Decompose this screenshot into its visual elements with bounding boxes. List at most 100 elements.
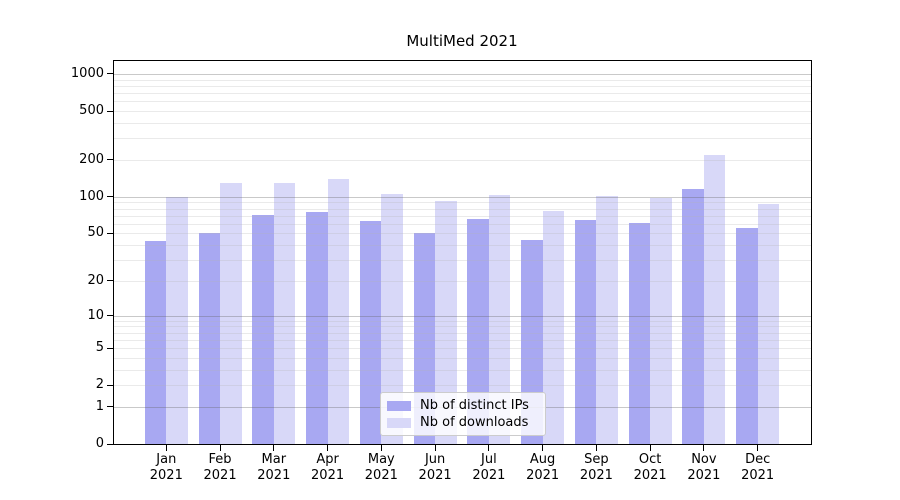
x-tick-year: 2021: [149, 468, 183, 483]
bar-nb-of-downloads-oct-2021: [650, 197, 672, 444]
bar-nb-of-downloads-jul-2021: [488, 195, 511, 444]
x-tick-year: 2021: [203, 468, 237, 483]
x-tick-year: 2021: [687, 468, 721, 483]
gridline-minor-20: [114, 280, 811, 282]
bar-nb-of-downloads-dec-2021: [757, 203, 780, 444]
gridline-minor-80: [114, 208, 811, 210]
x-tick-month: Aug: [529, 452, 556, 467]
gridline-minor-8: [114, 326, 811, 328]
x-tick-label-oct-2021: Oct 2021: [618, 452, 682, 484]
y-tick-2: [107, 384, 113, 386]
bar-nb-of-distinct-ips-jul-2021: [467, 218, 489, 444]
bar-nb-of-distinct-ips-dec-2021: [736, 228, 758, 444]
x-tick-year: 2021: [364, 468, 398, 483]
legend: Nb of distinct IPs Nb of downloads: [380, 392, 546, 436]
gridline-minor-90: [114, 202, 811, 204]
x-tick-mar-2021: [273, 445, 275, 451]
bar-nb-of-distinct-ips-jan-2021: [144, 241, 167, 444]
x-tick-label-feb-2021: Feb 2021: [188, 452, 252, 484]
gridline-minor-900: [114, 79, 811, 81]
bar-nb-of-downloads-jan-2021: [166, 196, 188, 444]
bar-nb-of-downloads-aug-2021: [542, 210, 565, 444]
y-tick-label-200: 200: [79, 151, 104, 167]
gridline-minor-3: [114, 369, 811, 371]
y-tick-label-0: 0: [95, 436, 104, 451]
gridline-minor-400: [114, 122, 811, 124]
bar-nb-of-distinct-ips-nov-2021: [682, 188, 704, 444]
gridline-minor-60: [114, 223, 811, 225]
gridline-minor-600: [114, 101, 811, 103]
bar-nb-of-distinct-ips-may-2021: [359, 221, 382, 444]
x-tick-month: Oct: [638, 452, 662, 467]
y-tick-label-2: 2: [95, 377, 104, 393]
x-tick-year: 2021: [579, 468, 613, 483]
x-tick-jul-2021: [488, 445, 490, 451]
y-tick-label-1: 1: [95, 398, 104, 414]
x-tick-month: Jun: [424, 452, 446, 467]
gridline-minor-50: [114, 233, 811, 235]
x-tick-jan-2021: [165, 445, 167, 451]
legend-entry-distinct-ips: Nb of distinct IPs: [387, 397, 537, 414]
y-tick-label-100: 100: [79, 188, 104, 204]
y-tick-label-50: 50: [87, 225, 104, 241]
y-tick-5: [107, 347, 113, 349]
bar-nb-of-downloads-apr-2021: [327, 178, 350, 444]
gridline-minor-6: [114, 339, 811, 341]
y-tick-label-500: 500: [79, 103, 104, 119]
y-tick-10: [107, 315, 113, 317]
y-tick-50: [107, 232, 113, 234]
x-tick-jun-2021: [434, 445, 436, 451]
x-tick-label-apr-2021: Apr 2021: [296, 452, 360, 484]
x-tick-label-aug-2021: Aug 2021: [511, 452, 575, 484]
legend-label-distinct-ips: Nb of distinct IPs: [420, 398, 529, 413]
legend-swatch-distinct-ips: [387, 400, 411, 411]
x-tick-oct-2021: [649, 445, 651, 451]
y-tick-1000: [107, 73, 113, 75]
gridline-minor-200: [114, 159, 811, 161]
bar-nb-of-downloads-may-2021: [381, 193, 403, 444]
y-tick-1: [107, 406, 113, 408]
x-tick-nov-2021: [703, 445, 705, 451]
bar-nb-of-distinct-ips-apr-2021: [306, 212, 328, 444]
y-tick-0: [107, 443, 113, 445]
x-tick-month: Dec: [745, 452, 771, 467]
y-tick-label-1000: 1000: [70, 65, 104, 81]
gridline-minor-9: [114, 320, 811, 322]
gridline-minor-300: [114, 138, 811, 140]
gridline-minor-7: [114, 332, 811, 334]
x-tick-month: Jul: [481, 452, 497, 467]
gridline-minor-500: [114, 111, 811, 113]
x-tick-label-nov-2021: Nov 2021: [672, 452, 736, 484]
bar-nb-of-downloads-sep-2021: [596, 196, 618, 444]
x-tick-label-dec-2021: Dec 2021: [726, 452, 790, 484]
x-tick-year: 2021: [418, 468, 452, 483]
bar-nb-of-downloads-mar-2021: [273, 182, 296, 444]
gridline-minor-800: [114, 85, 811, 87]
legend-label-downloads: Nb of downloads: [420, 415, 529, 430]
legend-entry-downloads: Nb of downloads: [387, 414, 537, 431]
x-tick-feb-2021: [219, 445, 221, 451]
legend-swatch-downloads: [387, 417, 411, 428]
x-tick-sep-2021: [595, 445, 597, 451]
gridline-minor-4: [114, 357, 811, 359]
x-tick-may-2021: [380, 445, 382, 451]
gridline-major-100: [114, 196, 811, 198]
y-tick-20: [107, 280, 113, 282]
bar-nb-of-downloads-nov-2021: [703, 154, 726, 444]
x-tick-aug-2021: [542, 445, 544, 451]
x-tick-dec-2021: [757, 445, 759, 451]
y-tick-100: [107, 196, 113, 198]
gridline-minor-70: [114, 215, 811, 217]
gridline-minor-40: [114, 245, 811, 247]
x-tick-month: Apr: [316, 452, 339, 467]
x-tick-apr-2021: [327, 445, 329, 451]
bar-nb-of-distinct-ips-sep-2021: [574, 219, 597, 444]
x-tick-month: Nov: [691, 452, 717, 467]
gridline-minor-700: [114, 93, 811, 95]
y-tick-label-5: 5: [95, 340, 104, 356]
x-tick-month: Mar: [261, 452, 287, 467]
bar-nb-of-distinct-ips-jun-2021: [413, 233, 436, 444]
gridline-major-10: [114, 315, 811, 317]
x-tick-year: 2021: [526, 468, 560, 483]
